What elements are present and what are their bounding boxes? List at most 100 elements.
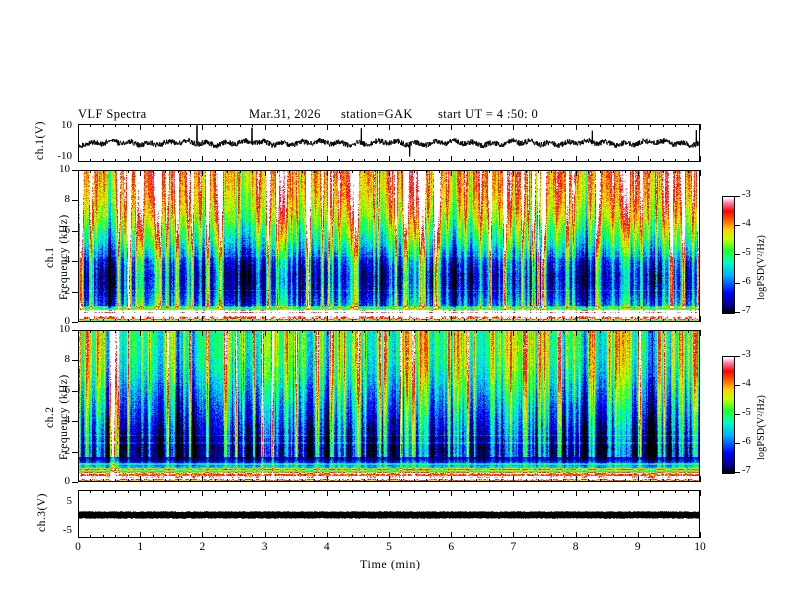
axis-tick-mark <box>78 156 79 162</box>
x-tick-label: 7 <box>510 541 517 553</box>
axis-tick-mark <box>489 124 490 127</box>
axis-tick-mark <box>426 319 427 322</box>
colorbar-tick-mark <box>735 472 740 473</box>
axis-tick-mark <box>389 476 390 482</box>
axis-tick-mark <box>426 170 427 173</box>
ch1-y-tick-label: 2 <box>64 285 71 297</box>
axis-tick-mark <box>265 316 266 322</box>
axis-tick-mark <box>178 319 179 322</box>
axis-tick-mark <box>140 124 141 130</box>
axis-tick-mark <box>128 535 129 538</box>
axis-tick-mark <box>265 124 266 130</box>
x-tick-label: 1 <box>137 541 144 553</box>
axis-tick-mark <box>78 490 79 496</box>
axis-tick-mark <box>576 532 577 538</box>
axis-tick-mark <box>476 490 477 493</box>
axis-tick-mark <box>277 159 278 162</box>
axis-tick-mark <box>675 330 676 333</box>
axis-tick-mark <box>289 319 290 322</box>
axis-tick-mark <box>90 535 91 538</box>
x-axis-label: Time (min) <box>360 557 421 571</box>
x-tick-label: 8 <box>572 541 579 553</box>
ch1-y-tick-label: 6 <box>64 224 71 236</box>
ch2-y-tick-label: 10 <box>59 323 70 335</box>
axis-tick-mark <box>526 490 527 493</box>
axis-tick-mark <box>190 479 191 482</box>
axis-tick-mark <box>128 319 129 322</box>
axis-tick-mark <box>78 476 79 482</box>
axis-tick-mark <box>153 124 154 127</box>
axis-tick-mark <box>327 532 328 538</box>
axis-tick-mark <box>215 490 216 493</box>
axis-tick-mark <box>551 170 552 173</box>
axis-tick-mark <box>215 319 216 322</box>
ch1-y-tick-mark <box>72 231 78 232</box>
figure-title: VLF Spectra <box>78 107 147 121</box>
axis-tick-mark <box>401 490 402 493</box>
axis-tick-mark <box>90 159 91 162</box>
axis-tick-mark <box>551 490 552 493</box>
axis-tick-mark <box>476 170 477 173</box>
axis-tick-mark <box>688 479 689 482</box>
axis-tick-mark <box>140 316 141 322</box>
axis-tick-mark <box>513 490 514 496</box>
colorbar-tick-mark <box>735 356 740 357</box>
ch3-waveform-canvas <box>78 490 700 538</box>
axis-tick-mark <box>364 479 365 482</box>
axis-tick-mark <box>265 156 266 162</box>
axis-tick-mark <box>90 124 91 127</box>
axis-tick-mark <box>389 316 390 322</box>
axis-tick-mark <box>103 319 104 322</box>
axis-tick-mark <box>389 156 390 162</box>
axis-tick-mark <box>190 319 191 322</box>
axis-tick-mark <box>302 159 303 162</box>
axis-tick-mark <box>414 319 415 322</box>
axis-tick-mark <box>302 319 303 322</box>
axis-tick-mark <box>364 159 365 162</box>
axis-tick-mark <box>128 330 129 333</box>
axis-tick-mark <box>78 330 79 336</box>
axis-tick-mark <box>140 330 141 336</box>
axis-tick-mark <box>377 319 378 322</box>
axis-tick-mark <box>476 535 477 538</box>
axis-tick-mark <box>675 124 676 127</box>
axis-tick-mark <box>439 535 440 538</box>
axis-tick-mark <box>265 532 266 538</box>
axis-tick-mark <box>178 170 179 173</box>
panel-ch1-spectrogram <box>78 170 700 322</box>
axis-tick-mark <box>451 124 452 130</box>
axis-tick-mark <box>240 159 241 162</box>
panel-ch2-spectrogram <box>78 330 700 482</box>
axis-tick-mark <box>513 124 514 130</box>
axis-tick-mark <box>426 330 427 333</box>
axis-tick-mark <box>202 316 203 322</box>
axis-tick-mark <box>414 535 415 538</box>
axis-tick-mark <box>625 490 626 493</box>
axis-tick-mark <box>476 124 477 127</box>
axis-tick-mark <box>576 330 577 336</box>
axis-tick-mark <box>314 330 315 333</box>
axis-tick-mark <box>327 476 328 482</box>
axis-tick-mark <box>215 124 216 127</box>
axis-tick-mark <box>227 170 228 173</box>
colorbar-tick-label: -7 <box>742 465 751 476</box>
axis-tick-mark <box>600 490 601 493</box>
axis-tick-mark <box>339 479 340 482</box>
axis-tick-mark <box>439 330 440 333</box>
figure-header: VLF Spectra Mar.31, 2026 station=GAK sta… <box>0 107 792 123</box>
axis-tick-mark <box>625 170 626 173</box>
axis-tick-mark <box>439 490 440 493</box>
axis-tick-mark <box>563 159 564 162</box>
axis-tick-mark <box>576 316 577 322</box>
colorbar-tick-label: -3 <box>742 349 751 360</box>
axis-tick-mark <box>364 490 365 493</box>
axis-tick-mark <box>688 330 689 333</box>
axis-tick-mark <box>439 159 440 162</box>
axis-tick-mark <box>688 535 689 538</box>
axis-tick-mark <box>538 479 539 482</box>
axis-tick-mark <box>78 532 79 538</box>
axis-tick-mark <box>401 319 402 322</box>
axis-tick-mark <box>476 159 477 162</box>
colorbar-tick-mark <box>735 312 740 313</box>
axis-tick-mark <box>103 479 104 482</box>
